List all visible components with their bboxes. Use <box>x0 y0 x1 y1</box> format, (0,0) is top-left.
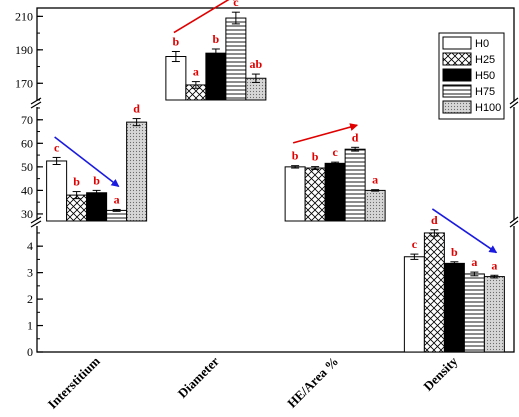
trend-arrow-density <box>431 208 498 254</box>
y-tick-label: 170 <box>15 76 33 90</box>
bar-h50-1 <box>205 52 227 101</box>
significance-label: c <box>412 237 418 251</box>
significance-label: b <box>451 245 458 259</box>
plot-frame <box>36 7 515 353</box>
y-tick-label: 210 <box>15 9 33 23</box>
y-tick-label: 190 <box>15 43 33 57</box>
significance-label: b <box>312 150 319 164</box>
axis-break-gap-0 <box>29 101 519 107</box>
y-tick-label: 2 <box>27 292 33 306</box>
y-tick-label: 60 <box>21 136 33 150</box>
y-tick-label: 3 <box>27 266 33 280</box>
axis-break-mark-right-a-1 <box>509 220 519 228</box>
x-category-label: Diameter <box>175 353 223 401</box>
significance-label: c <box>332 145 338 159</box>
significance-label: a <box>372 173 378 187</box>
legend-swatch-h50 <box>442 68 472 82</box>
significance-label: d <box>431 213 438 227</box>
y-tick-label: 1 <box>27 319 33 333</box>
legend-label: H50 <box>475 70 495 82</box>
bar-h25-3 <box>423 232 445 353</box>
bar-h100-2 <box>364 189 386 222</box>
legend-swatch-h0 <box>442 36 472 50</box>
y-tick-label: 4 <box>27 239 33 253</box>
legend-swatch-h25 <box>442 52 472 66</box>
y-tick-label: 40 <box>21 183 33 197</box>
bar-h50-2 <box>324 162 346 222</box>
significance-label: b <box>93 173 100 187</box>
axis-break-mark-left-b-1 <box>30 216 42 224</box>
axis-break-gap-1 <box>29 220 519 226</box>
bar-h25-2 <box>304 167 326 222</box>
x-category-label: HE/Area % <box>284 354 341 411</box>
bar-h100-3 <box>483 276 505 353</box>
axis-break-mark-left-a-1 <box>30 220 42 228</box>
legend-label: H75 <box>475 86 495 98</box>
legend-label: H0 <box>475 38 489 50</box>
trend-arrow-diameter <box>173 0 239 34</box>
bar-h0-1 <box>165 56 187 101</box>
significance-label: a <box>114 192 120 206</box>
significance-label: d <box>133 102 140 116</box>
x-category-label: Interstitium <box>45 353 103 411</box>
significance-label: b <box>73 175 80 189</box>
y-tick-label: 50 <box>21 160 33 174</box>
y-tick-label: 0 <box>27 345 33 359</box>
bar-h100-0 <box>126 121 148 222</box>
significance-label: ab <box>250 57 263 71</box>
bar-h75-1 <box>225 17 247 101</box>
axis-break-mark-right-a-0 <box>509 101 519 109</box>
significance-label: b <box>173 34 180 48</box>
significance-label: a <box>193 65 199 79</box>
significance-label: a <box>471 255 477 269</box>
significance-label: b <box>292 149 299 163</box>
legend-swatch-h75 <box>442 84 472 98</box>
bar-h75-3 <box>463 273 485 353</box>
bar-h50-3 <box>443 262 465 353</box>
significance-label: d <box>352 130 359 144</box>
significance-label: c <box>233 0 239 9</box>
bar-h50-0 <box>86 192 108 222</box>
axis-break-mark-right-b-0 <box>509 97 519 105</box>
trend-arrow-interstitium <box>54 136 120 188</box>
bar-h75-2 <box>344 148 366 222</box>
trend-arrow-he-area <box>292 123 359 144</box>
legend-label: H100 <box>475 102 501 114</box>
significance-label: a <box>491 258 497 272</box>
bar-h0-0 <box>46 160 68 222</box>
significance-label: b <box>213 32 220 46</box>
bar-h0-3 <box>403 256 425 353</box>
bar-h75-0 <box>106 209 128 222</box>
legend-label: H25 <box>475 54 495 66</box>
axis-break-mark-right-b-1 <box>509 216 519 224</box>
y-tick-label: 30 <box>21 207 33 221</box>
axis-break-mark-left-b-0 <box>30 97 42 105</box>
y-tick-label: 70 <box>21 113 33 127</box>
x-category-label: Density <box>420 353 461 394</box>
legend-swatch-h100 <box>442 100 472 114</box>
axis-break-mark-left-a-0 <box>30 101 42 109</box>
significance-label: c <box>54 140 60 154</box>
bar-h0-2 <box>284 166 306 222</box>
